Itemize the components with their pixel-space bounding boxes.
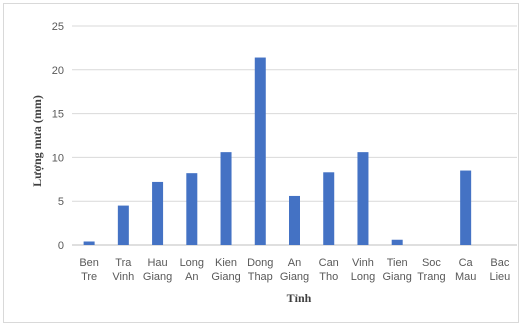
x-tick-label: Giang bbox=[211, 271, 240, 283]
x-tick-labels: Ben Tre Tra Vinh Hau Giang Long An Kien Giang Dong… bbox=[79, 257, 510, 283]
x-tick-label: Dong bbox=[247, 257, 273, 269]
x-tick-label: Ben bbox=[79, 257, 99, 269]
x-tick-label: Giang bbox=[143, 271, 172, 283]
bar bbox=[254, 57, 266, 246]
x-tick-label: Vinh bbox=[112, 271, 134, 283]
x-tick-label: Hau bbox=[147, 257, 167, 269]
x-tick-label: Kien bbox=[215, 257, 237, 269]
bar bbox=[83, 241, 95, 245]
x-tick-label: Mau bbox=[455, 271, 476, 283]
x-tick-label: Giang bbox=[383, 271, 412, 283]
y-tick-label: 0 bbox=[58, 240, 64, 252]
x-tick-label: Ca bbox=[459, 257, 474, 269]
bars bbox=[83, 57, 472, 246]
bar bbox=[289, 195, 300, 245]
y-tick-label: 5 bbox=[58, 196, 64, 208]
bar bbox=[186, 173, 198, 245]
x-tick-label: Tra bbox=[115, 257, 132, 269]
x-tick-label: Tho bbox=[319, 271, 338, 283]
x-tick-label: Soc bbox=[422, 257, 441, 269]
x-tick-label: An bbox=[288, 257, 301, 269]
x-tick-label: Tien bbox=[387, 257, 408, 269]
y-tick-label: 15 bbox=[52, 109, 64, 121]
y-tick-label: 25 bbox=[52, 21, 64, 33]
x-tick-label: Vinh bbox=[352, 257, 374, 269]
x-tick-label: An bbox=[185, 271, 198, 283]
x-tick-label: Giang bbox=[280, 271, 309, 283]
y-tick-labels: 0 5 10 15 20 25 bbox=[52, 21, 64, 252]
y-tick-label: 10 bbox=[52, 152, 64, 164]
x-tick-label: Bac bbox=[490, 257, 509, 269]
bar bbox=[220, 152, 232, 245]
x-tick-label: Lieu bbox=[489, 271, 510, 283]
x-tick-label: Thap bbox=[248, 271, 273, 283]
x-tick-label: Trang bbox=[417, 271, 445, 283]
bar bbox=[117, 205, 129, 245]
x-axis-title: Tỉnh bbox=[287, 291, 312, 305]
y-axis-title: Lượng mưa (mm) bbox=[30, 95, 44, 187]
bar bbox=[323, 172, 335, 245]
gridlines bbox=[72, 25, 517, 246]
x-tick-label: Can bbox=[319, 257, 339, 269]
bar bbox=[391, 239, 403, 245]
x-tick-label: Long bbox=[351, 271, 375, 283]
x-tick-label: Long bbox=[180, 257, 204, 269]
bar bbox=[460, 170, 472, 245]
bar bbox=[152, 181, 164, 245]
bar bbox=[357, 152, 369, 245]
x-tick-label: Tre bbox=[81, 271, 97, 283]
y-tick-label: 20 bbox=[52, 65, 64, 77]
